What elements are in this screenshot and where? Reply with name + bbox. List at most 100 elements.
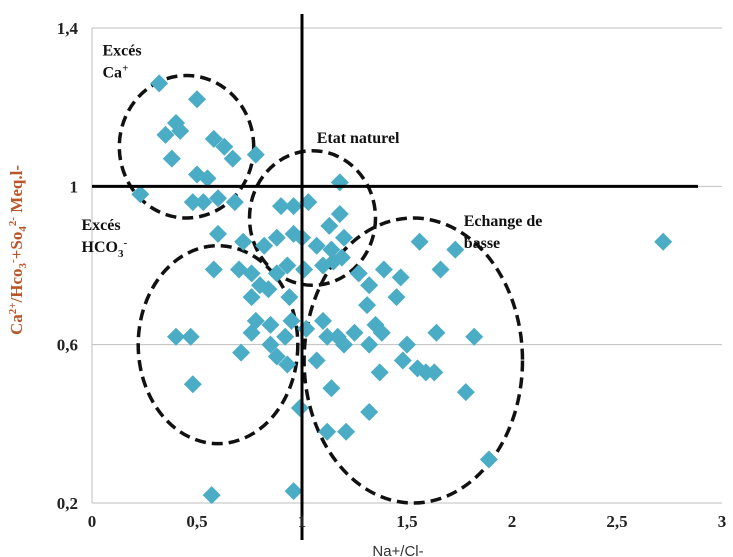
x-tick-label: 1,5: [396, 512, 417, 531]
data-point: [320, 216, 339, 235]
y-tick-label: 0,2: [57, 494, 78, 513]
data-point: [654, 232, 673, 251]
data-point: [335, 335, 353, 354]
reference-lines: [92, 14, 698, 540]
data-point: [479, 450, 498, 469]
data-point: [188, 90, 206, 109]
grid-lines: [91, 27, 722, 504]
y-tick-label: 1: [70, 177, 79, 196]
data-point: [446, 240, 465, 259]
data-point: [324, 252, 343, 271]
data-point: [372, 323, 391, 342]
data-point: [391, 268, 410, 287]
data-point: [259, 280, 278, 299]
data-point: [280, 288, 299, 307]
region-ellipse: [117, 73, 256, 220]
data-point: [215, 137, 234, 156]
region-ellipse: [136, 243, 300, 446]
annotation: Excés Ca+: [103, 43, 142, 82]
data-point: [345, 323, 364, 342]
data-point: [318, 327, 337, 346]
data-point: [349, 264, 368, 283]
data-point: [330, 173, 349, 192]
data-point: [204, 260, 223, 279]
y-tick-labels: 0,2 0,6 1 1,4: [57, 19, 79, 513]
data-point: [322, 379, 341, 398]
data-point: [393, 351, 412, 370]
data-point: [156, 125, 175, 144]
data-point: [282, 311, 301, 330]
data-point: [360, 335, 379, 354]
data-point: [337, 422, 356, 441]
annotation: Excés HCO3-: [82, 217, 128, 260]
data-points: [131, 74, 673, 505]
data-point: [425, 363, 444, 382]
data-point: [261, 335, 280, 354]
data-point: [267, 264, 286, 283]
data-point: [278, 256, 297, 275]
data-point: [374, 260, 393, 279]
data-point: [427, 323, 446, 342]
data-point: [322, 240, 341, 259]
data-point: [162, 149, 181, 168]
data-point: [299, 193, 318, 212]
x-tick-label: 2,5: [606, 512, 627, 531]
data-point: [360, 276, 379, 295]
data-point: [410, 232, 429, 251]
data-point: [297, 319, 316, 338]
data-point: [150, 74, 169, 93]
annotation: Echange de basse: [464, 213, 543, 252]
x-tick-label: 2: [508, 512, 517, 531]
data-point: [194, 193, 213, 212]
data-point: [330, 205, 349, 224]
annotations: Excés Ca+ Etat naturel Excés HCO3- Echange de…: [82, 43, 543, 260]
data-point: [358, 296, 377, 315]
y-axis-label: Ca2+/Hco3-+So42- Meq.l-: [7, 165, 29, 335]
data-point: [398, 335, 416, 354]
data-point: [318, 422, 337, 441]
data-point: [370, 363, 389, 382]
data-point: [198, 169, 217, 188]
data-point: [284, 482, 303, 501]
data-point: [234, 232, 253, 251]
data-point: [307, 351, 326, 370]
x-tick-label: 0,5: [186, 512, 207, 531]
data-point: [295, 260, 314, 279]
data-point: [223, 149, 242, 168]
data-point: [204, 129, 223, 148]
data-point: [183, 375, 202, 394]
data-point: [278, 355, 297, 374]
data-point: [267, 347, 286, 366]
data-point: [181, 327, 200, 346]
data-point: [276, 327, 295, 346]
data-point: [284, 197, 303, 216]
data-point: [307, 236, 326, 255]
data-point: [202, 486, 221, 505]
data-point: [209, 189, 227, 208]
x-axis-label: Na+/Cl-: [372, 543, 423, 557]
data-point: [225, 193, 244, 212]
data-point: [465, 327, 484, 346]
data-point: [314, 311, 332, 330]
region-ellipses: [117, 73, 525, 505]
x-tick-label: 1: [298, 512, 307, 531]
data-point: [456, 383, 475, 402]
data-point: [167, 327, 185, 346]
y-tick-label: 0,6: [57, 336, 78, 355]
data-point: [387, 288, 406, 307]
data-point: [267, 228, 286, 247]
data-point: [335, 228, 353, 247]
data-point: [209, 224, 227, 243]
data-point: [431, 260, 450, 279]
region-ellipse: [302, 216, 525, 505]
data-point: [171, 121, 190, 140]
data-point: [290, 399, 309, 417]
data-point: [272, 197, 290, 216]
data-point: [131, 185, 150, 204]
data-point: [183, 193, 202, 212]
data-point: [232, 343, 251, 362]
annotation: Etat naturel: [317, 130, 400, 147]
y-tick-label: 1,4: [57, 19, 79, 38]
data-point: [360, 402, 379, 421]
